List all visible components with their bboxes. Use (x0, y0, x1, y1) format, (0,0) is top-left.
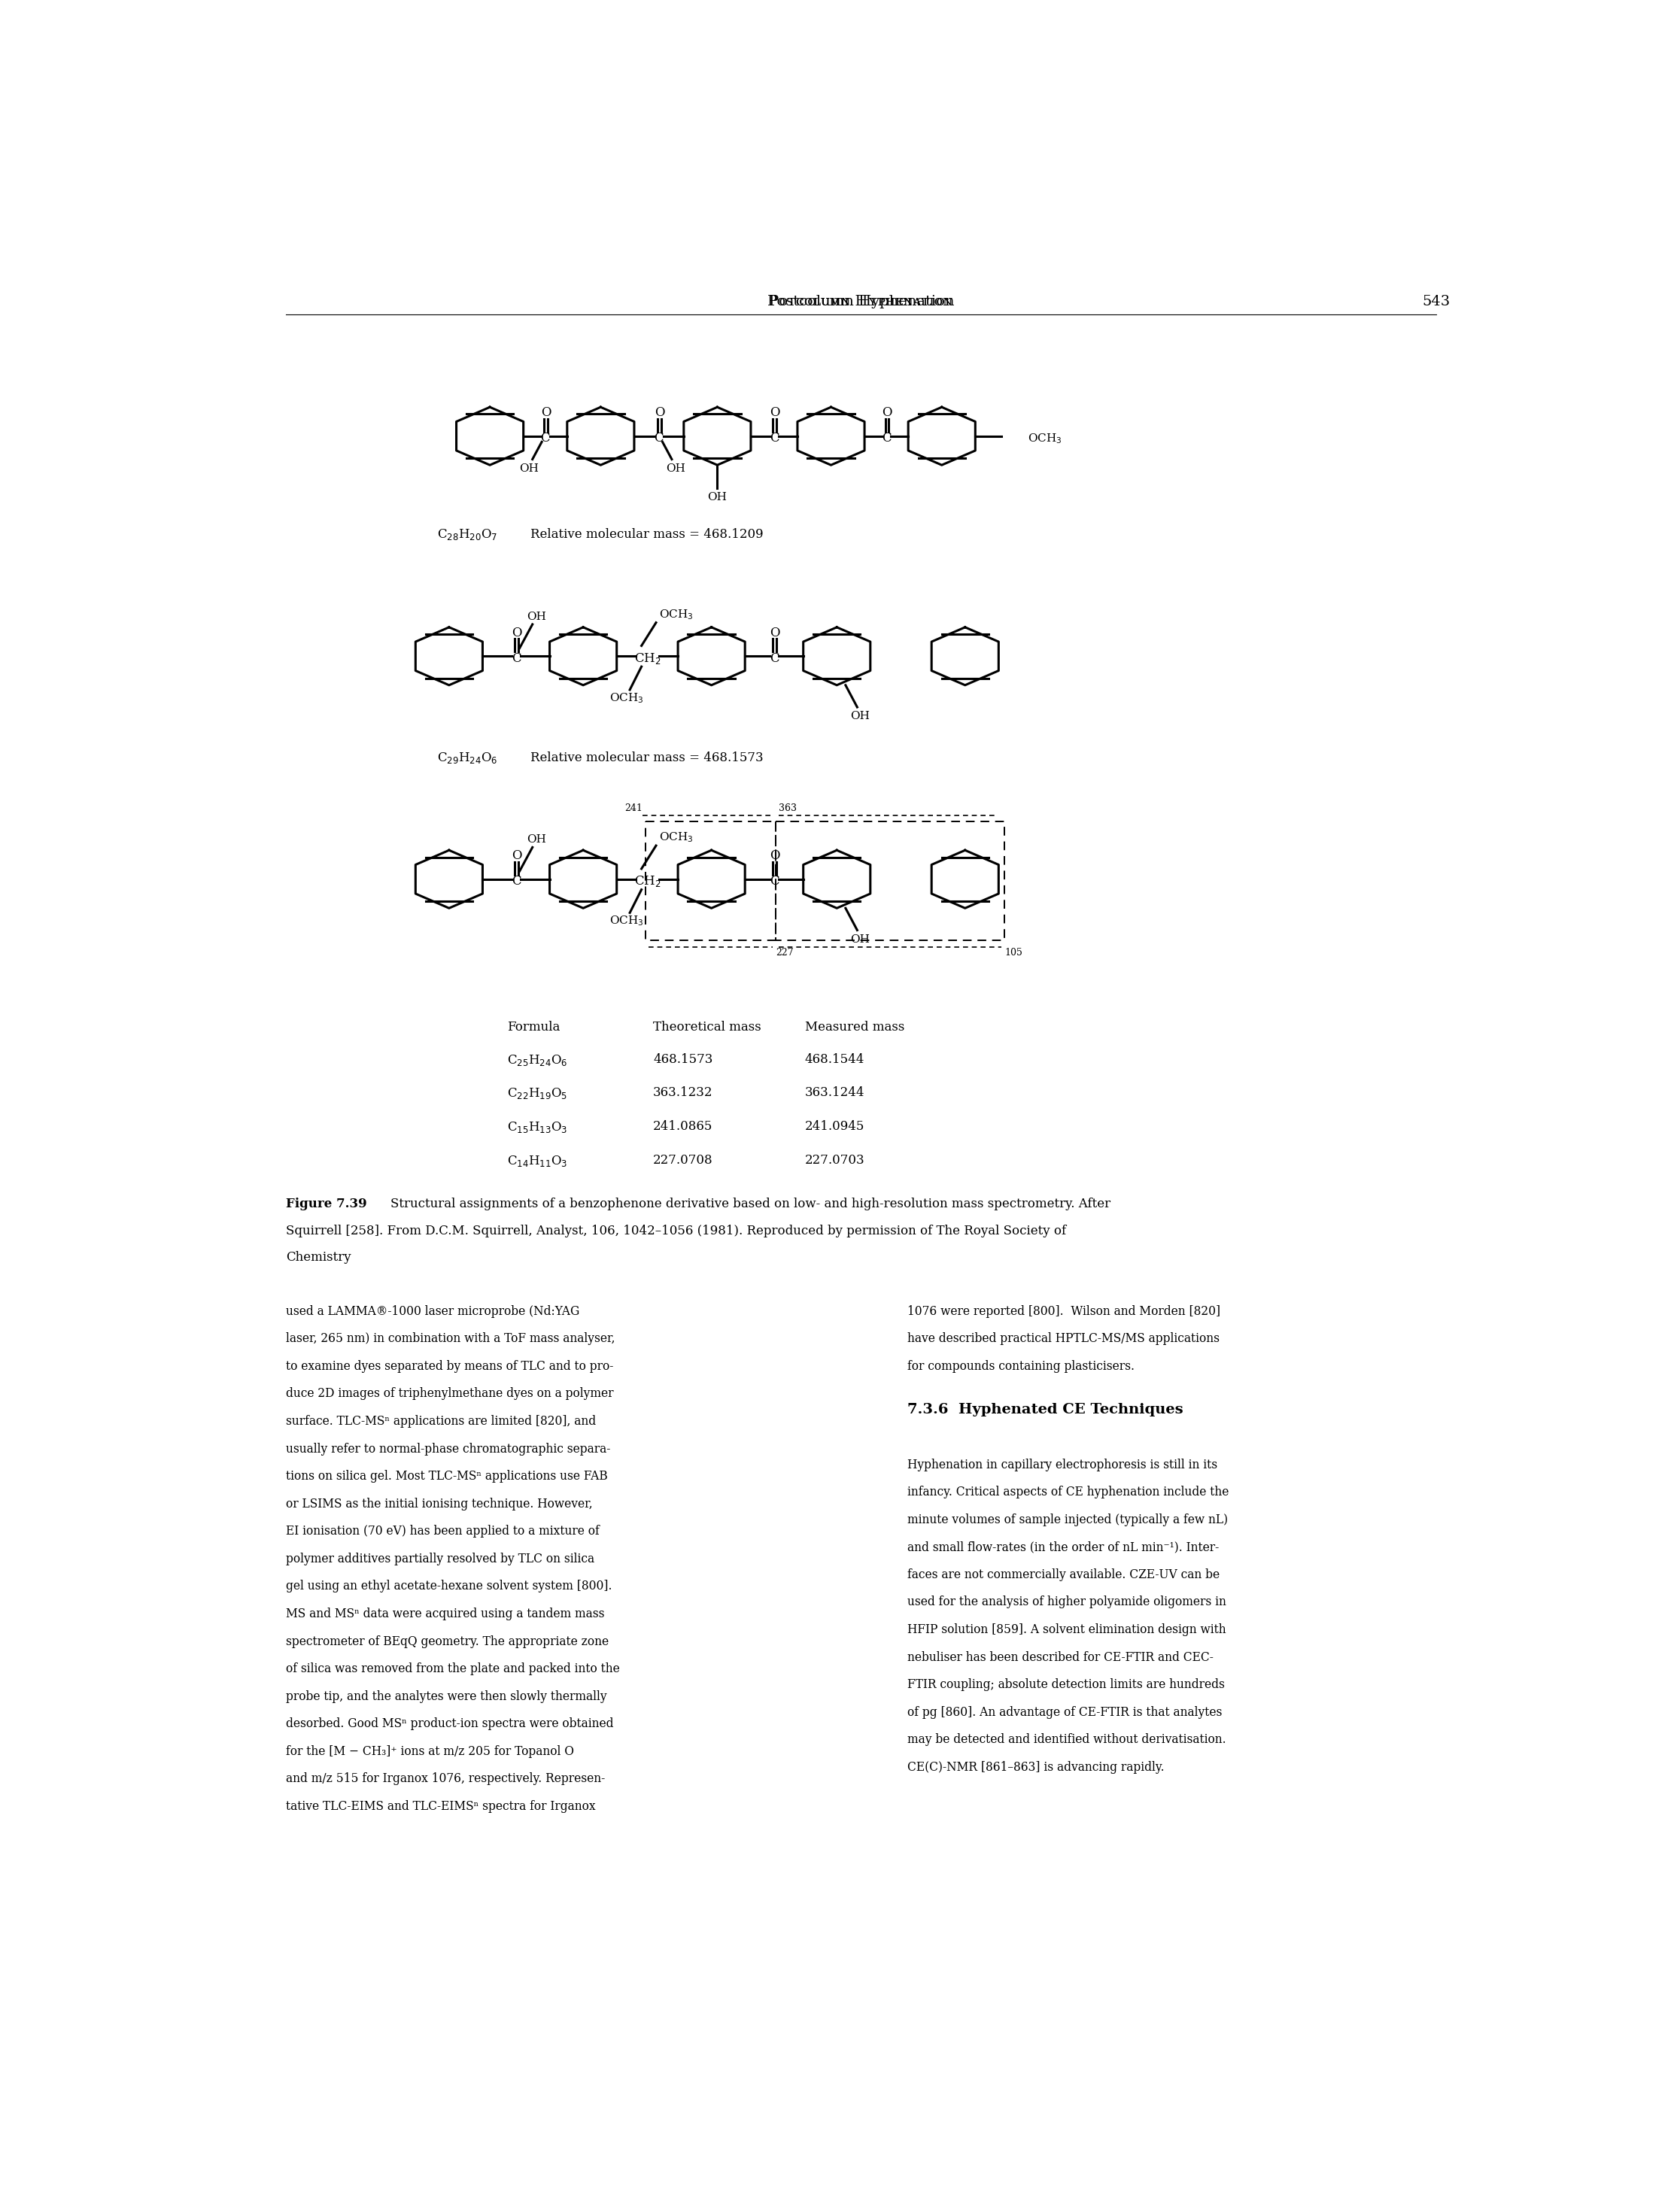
Text: faces are not commercially available. CZE-UV can be: faces are not commercially available. CZ… (907, 1567, 1220, 1580)
Text: C: C (541, 433, 549, 444)
Text: and m/z 515 for Irganox 1076, respectively. Represen-: and m/z 515 for Irganox 1076, respective… (286, 1773, 605, 1786)
Text: OH: OH (707, 492, 727, 503)
Text: 241.0945: 241.0945 (805, 1119, 865, 1132)
Text: 241: 241 (625, 804, 643, 813)
Text: FTIR coupling; absolute detection limits are hundreds: FTIR coupling; absolute detection limits… (907, 1679, 1225, 1692)
Text: polymer additives partially resolved by TLC on silica: polymer additives partially resolved by … (286, 1552, 595, 1565)
Text: desorbed. Good MSⁿ product-ion spectra were obtained: desorbed. Good MSⁿ product-ion spectra w… (286, 1718, 613, 1731)
Text: C: C (654, 433, 664, 444)
Text: C$_{28}$H$_{20}$O$_7$: C$_{28}$H$_{20}$O$_7$ (437, 527, 497, 542)
Text: Relative molecular mass = 468.1209: Relative molecular mass = 468.1209 (531, 529, 764, 540)
Text: tative TLC-EIMS and TLC-EIMSⁿ spectra for Irganox: tative TLC-EIMS and TLC-EIMSⁿ spectra fo… (286, 1799, 595, 1812)
Text: used a LAMMA®-1000 laser microprobe (Nd:YAG: used a LAMMA®-1000 laser microprobe (Nd:… (286, 1305, 580, 1318)
Text: O: O (512, 850, 522, 863)
Text: Structural assignments of a benzophenone derivative based on low- and high-resol: Structural assignments of a benzophenone… (391, 1198, 1110, 1211)
Text: OH: OH (528, 612, 546, 623)
Text: MS and MSⁿ data were acquired using a tandem mass: MS and MSⁿ data were acquired using a ta… (286, 1607, 605, 1620)
Text: OCH$_3$: OCH$_3$ (659, 831, 694, 844)
Text: Hyphenation in capillary electrophoresis is still in its: Hyphenation in capillary electrophoresis… (907, 1458, 1218, 1471)
Text: Squirrell [258]. From D.C.M. Squirrell, Analyst, 106, 1042–1056 (1981). Reproduc: Squirrell [258]. From D.C.M. Squirrell, … (286, 1224, 1067, 1237)
Text: CE(C)-NMR [861–863] is advancing rapidly.: CE(C)-NMR [861–863] is advancing rapidly… (907, 1762, 1164, 1773)
Text: OH: OH (850, 710, 870, 721)
Text: used for the analysis of higher polyamide oligomers in: used for the analysis of higher polyamid… (907, 1596, 1226, 1609)
Text: 363.1244: 363.1244 (805, 1086, 865, 1100)
Text: tions on silica gel. Most TLC-MSⁿ applications use FAB: tions on silica gel. Most TLC-MSⁿ applic… (286, 1469, 608, 1482)
Text: minute volumes of sample injected (typically a few nL): minute volumes of sample injected (typic… (907, 1513, 1228, 1526)
Text: O: O (541, 407, 551, 420)
Text: 363.1232: 363.1232 (654, 1086, 712, 1100)
Text: OH: OH (850, 933, 870, 944)
Text: 363: 363 (780, 804, 796, 813)
Text: spectrometer of BEqQ geometry. The appropriate zone: spectrometer of BEqQ geometry. The appro… (286, 1635, 608, 1648)
Text: duce 2D images of triphenylmethane dyes on a polymer: duce 2D images of triphenylmethane dyes … (286, 1388, 613, 1401)
Text: Theoretical mass: Theoretical mass (654, 1021, 761, 1034)
Text: C: C (769, 651, 780, 665)
Text: C: C (769, 874, 780, 888)
Text: Relative molecular mass = 468.1573: Relative molecular mass = 468.1573 (531, 752, 764, 763)
Text: nebuliser has been described for CE-FTIR and CEC-: nebuliser has been described for CE-FTIR… (907, 1650, 1213, 1664)
Text: C$_{14}$H$_{11}$O$_3$: C$_{14}$H$_{11}$O$_3$ (507, 1154, 568, 1167)
Text: OCH$_3$: OCH$_3$ (610, 914, 643, 927)
Text: may be detected and identified without derivatisation.: may be detected and identified without d… (907, 1733, 1226, 1747)
Text: O: O (882, 407, 892, 420)
Text: 7.3.6  Hyphenated CE Techniques: 7.3.6 Hyphenated CE Techniques (907, 1403, 1183, 1417)
Text: Figure 7.39: Figure 7.39 (286, 1198, 366, 1211)
Text: of silica was removed from the plate and packed into the: of silica was removed from the plate and… (286, 1664, 620, 1674)
Text: C: C (511, 651, 521, 665)
Text: C$_{22}$H$_{19}$O$_5$: C$_{22}$H$_{19}$O$_5$ (507, 1086, 568, 1102)
Text: for the [M − CH₃]⁺ ions at m/z 205 for Topanol O: for the [M − CH₃]⁺ ions at m/z 205 for T… (286, 1744, 575, 1758)
Text: probe tip, and the analytes were then slowly thermally: probe tip, and the analytes were then sl… (286, 1690, 606, 1703)
Text: laser, 265 nm) in combination with a ToF mass analyser,: laser, 265 nm) in combination with a ToF… (286, 1333, 615, 1344)
Text: 227.0708: 227.0708 (654, 1154, 712, 1167)
Text: 468.1544: 468.1544 (805, 1054, 865, 1067)
Text: 468.1573: 468.1573 (654, 1054, 712, 1067)
Text: O: O (655, 407, 665, 420)
Text: 105: 105 (1005, 949, 1023, 957)
Text: and small flow-rates (in the order of nL min⁻¹). Inter-: and small flow-rates (in the order of nL… (907, 1541, 1220, 1554)
Text: to examine dyes separated by means of TLC and to pro-: to examine dyes separated by means of TL… (286, 1360, 613, 1373)
Text: C: C (511, 874, 521, 888)
Text: O: O (769, 850, 780, 863)
Text: surface. TLC-MSⁿ applications are limited [820], and: surface. TLC-MSⁿ applications are limite… (286, 1414, 596, 1427)
Text: OCH$_3$: OCH$_3$ (1028, 433, 1062, 446)
Text: O: O (769, 627, 780, 640)
Text: OH: OH (665, 463, 685, 474)
Text: C: C (769, 433, 780, 444)
Text: CH$_2$: CH$_2$ (633, 651, 660, 667)
Text: 1076 were reported [800].  Wilson and Morden [820]: 1076 were reported [800]. Wilson and Mor… (907, 1305, 1220, 1318)
Text: usually refer to normal-phase chromatographic separa-: usually refer to normal-phase chromatogr… (286, 1443, 610, 1456)
Text: gel using an ethyl acetate-hexane solvent system [800].: gel using an ethyl acetate-hexane solven… (286, 1580, 612, 1594)
Text: C$_{25}$H$_{24}$O$_6$: C$_{25}$H$_{24}$O$_6$ (507, 1054, 568, 1067)
Text: CH$_2$: CH$_2$ (633, 874, 660, 890)
Text: C: C (882, 433, 890, 444)
Text: OH: OH (528, 835, 546, 846)
Text: of pg [860]. An advantage of CE-FTIR is that analytes: of pg [860]. An advantage of CE-FTIR is … (907, 1705, 1221, 1718)
Text: C$_{29}$H$_{24}$O$_6$: C$_{29}$H$_{24}$O$_6$ (437, 750, 497, 765)
Text: infancy. Critical aspects of CE hyphenation include the: infancy. Critical aspects of CE hyphenat… (907, 1486, 1228, 1500)
Text: Formula: Formula (507, 1021, 561, 1034)
Text: Chemistry: Chemistry (286, 1250, 351, 1264)
Text: 227.0703: 227.0703 (805, 1154, 865, 1167)
Text: OCH$_3$: OCH$_3$ (610, 691, 643, 704)
Text: for compounds containing plasticisers.: for compounds containing plasticisers. (907, 1360, 1134, 1373)
Text: 241.0865: 241.0865 (654, 1119, 712, 1132)
Text: C$_{15}$H$_{13}$O$_3$: C$_{15}$H$_{13}$O$_3$ (507, 1119, 568, 1135)
Text: OH: OH (519, 463, 539, 474)
Text: 227: 227 (776, 949, 793, 957)
Text: Pᴏᴛᴄᴏʟᴜᴍɴ Hʏᴘʜᴇɴᴀᴛɪᴏɴ: Pᴏᴛᴄᴏʟᴜᴍɴ Hʏᴘʜᴇɴᴀᴛɪᴏɴ (769, 295, 953, 308)
Text: Measured mass: Measured mass (805, 1021, 904, 1034)
Text: EI ionisation (70 eV) has been applied to a mixture of: EI ionisation (70 eV) has been applied t… (286, 1526, 600, 1537)
Text: have described practical HPTLC-MS/MS applications: have described practical HPTLC-MS/MS app… (907, 1333, 1220, 1344)
Text: Postcolumn Hyphenation: Postcolumn Hyphenation (768, 295, 954, 308)
Text: HFIP solution [859]. A solvent elimination design with: HFIP solution [859]. A solvent eliminati… (907, 1624, 1226, 1635)
Text: or LSIMS as the initial ionising technique. However,: or LSIMS as the initial ionising techniq… (286, 1497, 593, 1511)
Text: 543: 543 (1423, 295, 1450, 308)
Text: OCH$_3$: OCH$_3$ (659, 608, 694, 621)
Text: O: O (769, 407, 780, 420)
Text: O: O (512, 627, 522, 640)
